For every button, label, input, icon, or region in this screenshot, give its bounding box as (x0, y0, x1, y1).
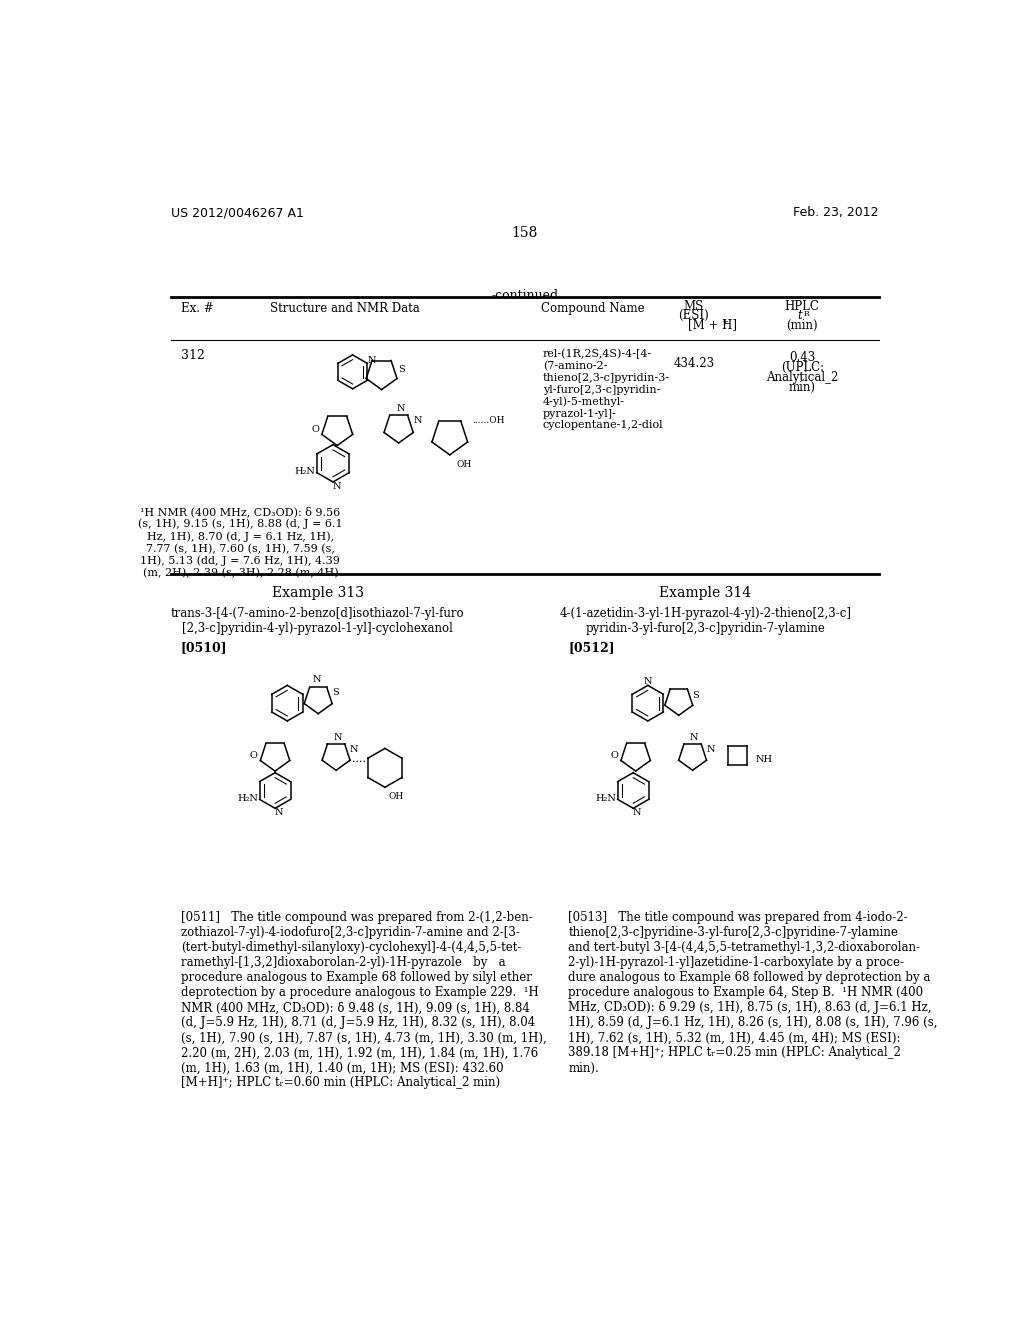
Text: H₂N: H₂N (596, 795, 616, 803)
Text: N: N (368, 356, 376, 366)
Text: rel-(1R,2S,4S)-4-[4-
(7-amino-2-
thieno[2,3-c]pyridin-3-
yl-furo[2,3-c]pyridin-
: rel-(1R,2S,4S)-4-[4- (7-amino-2- thieno[… (543, 350, 670, 430)
Text: OH: OH (457, 459, 472, 469)
Text: O: O (610, 751, 618, 760)
Text: O: O (311, 425, 319, 434)
Text: N: N (643, 677, 652, 686)
Text: H₂N: H₂N (295, 467, 315, 477)
Text: MS: MS (684, 300, 703, 313)
Text: O: O (250, 751, 258, 760)
Text: (UPLC:: (UPLC: (780, 360, 824, 374)
Text: Feb. 23, 2012: Feb. 23, 2012 (794, 206, 879, 219)
Text: -continued: -continued (492, 289, 558, 302)
Text: N: N (334, 733, 342, 742)
Text: [0513]   The title compound was prepared from 4-iodo-2-
thieno[2,3-c]pyridine-3-: [0513] The title compound was prepared f… (568, 911, 938, 1074)
Text: [0512]: [0512] (568, 642, 614, 655)
Text: +: + (721, 318, 728, 326)
Text: Analytical_2: Analytical_2 (766, 371, 839, 384)
Text: Compound Name: Compound Name (542, 302, 645, 314)
Text: 4-(1-azetidin-3-yl-1H-pyrazol-4-yl)-2-thieno[2,3-c]
pyridin-3-yl-furo[2,3-c]pyri: 4-(1-azetidin-3-yl-1H-pyrazol-4-yl)-2-th… (559, 607, 851, 635)
Text: (min): (min) (786, 318, 818, 331)
Text: t: t (798, 309, 802, 322)
Text: (ESI): (ESI) (678, 309, 710, 322)
Text: N: N (690, 733, 698, 742)
Text: N: N (350, 744, 358, 754)
Text: N: N (333, 482, 341, 491)
Text: N: N (396, 404, 404, 413)
Text: S: S (692, 692, 699, 701)
Text: Example 313: Example 313 (272, 586, 364, 599)
Text: N: N (274, 808, 284, 817)
Text: Ex. #: Ex. # (180, 302, 213, 314)
Text: Example 314: Example 314 (659, 586, 752, 599)
Text: ......OH: ......OH (472, 417, 505, 425)
Text: US 2012/0046267 A1: US 2012/0046267 A1 (171, 206, 303, 219)
Text: S: S (332, 688, 339, 697)
Text: 312: 312 (180, 350, 205, 363)
Text: trans-3-[4-(7-amino-2-benzo[d]isothiazol-7-yl-furo
[2,3-c]pyridin-4-yl)-pyrazol-: trans-3-[4-(7-amino-2-benzo[d]isothiazol… (171, 607, 465, 635)
Text: Structure and NMR Data: Structure and NMR Data (270, 302, 420, 314)
Text: S: S (397, 364, 404, 374)
Text: R: R (804, 310, 810, 318)
Text: 158: 158 (512, 226, 538, 240)
Text: ¹H NMR (400 MHz, CD₃OD): δ 9.56
(s, 1H), 9.15 (s, 1H), 8.88 (d, J = 6.1
Hz, 1H),: ¹H NMR (400 MHz, CD₃OD): δ 9.56 (s, 1H),… (138, 507, 343, 578)
Text: NH: NH (756, 755, 772, 764)
Text: H₂N: H₂N (238, 795, 259, 803)
Text: OH: OH (389, 792, 404, 801)
Text: [M + H]: [M + H] (688, 318, 737, 331)
Text: ....: .... (352, 754, 367, 764)
Text: min): min) (788, 381, 816, 393)
Text: N: N (707, 744, 715, 754)
Text: N: N (633, 808, 641, 817)
Text: 0.43: 0.43 (790, 351, 815, 364)
Text: HPLC: HPLC (784, 300, 819, 313)
Text: N: N (312, 676, 321, 684)
Text: N: N (413, 417, 422, 425)
Text: [0510]: [0510] (180, 642, 227, 655)
Text: 434.23: 434.23 (673, 358, 715, 370)
Text: [0511]   The title compound was prepared from 2-(1,2-ben-
zothiazol-7-yl)-4-iodo: [0511] The title compound was prepared f… (180, 911, 547, 1089)
